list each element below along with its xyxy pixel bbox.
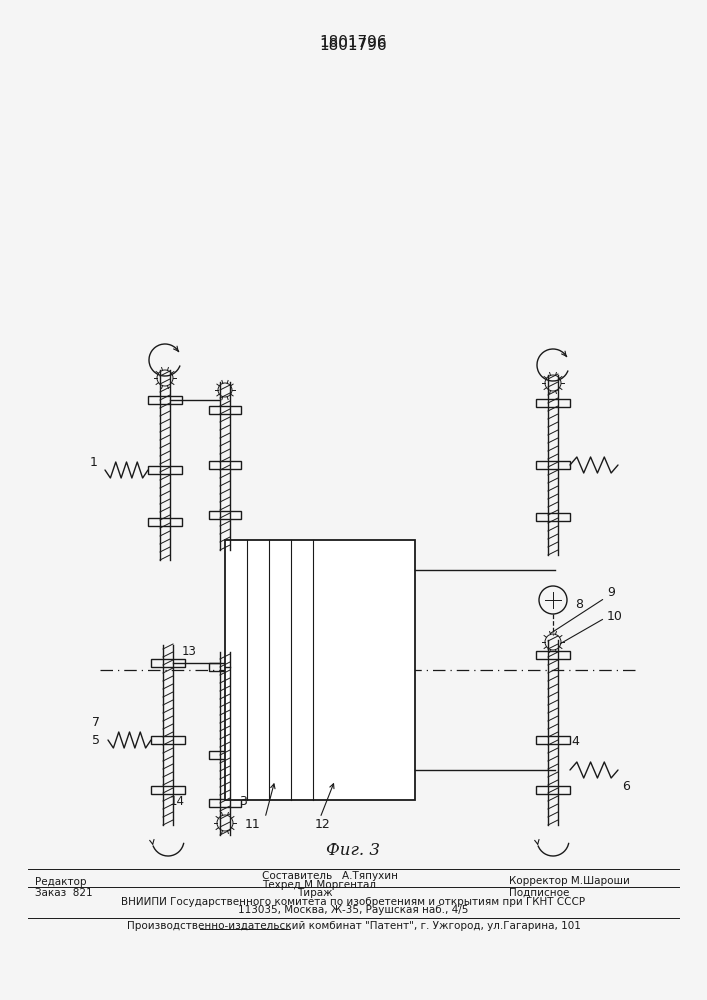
Text: 4: 4 — [571, 735, 579, 748]
Bar — [536, 651, 570, 659]
Bar — [209, 406, 241, 414]
Bar — [148, 466, 182, 474]
Bar — [536, 399, 570, 407]
Text: ВНИИПИ Государственного комитета по изобретениям и открытиям при ГКНТ СССР: ВНИИПИ Государственного комитета по изоб… — [122, 897, 585, 907]
Text: Подписное: Подписное — [509, 888, 569, 898]
Text: Составитель   А.Тяпухин: Составитель А.Тяпухин — [262, 871, 397, 881]
Text: Фиг. 3: Фиг. 3 — [326, 842, 380, 859]
Text: Редактор: Редактор — [35, 877, 87, 887]
Text: 1801796: 1801796 — [319, 38, 387, 53]
Text: 7: 7 — [92, 716, 100, 729]
Bar — [209, 663, 241, 671]
Text: Производственно-издательский комбинат "Патент", г. Ужгород, ул.Гагарина, 101: Производственно-издательский комбинат "П… — [127, 921, 580, 931]
Text: 9: 9 — [607, 586, 615, 599]
Bar — [536, 736, 570, 744]
Bar — [151, 736, 185, 744]
Bar — [225, 540, 415, 800]
Text: 1: 1 — [90, 456, 98, 469]
Text: Заказ  821: Заказ 821 — [35, 888, 93, 898]
Bar — [151, 659, 185, 667]
Bar — [536, 513, 570, 521]
Text: Техред М.Моргентал: Техред М.Моргентал — [262, 880, 375, 890]
Bar — [148, 396, 182, 404]
Text: 13: 13 — [182, 645, 197, 658]
Text: 5: 5 — [92, 734, 100, 747]
Text: 10: 10 — [607, 610, 623, 623]
Text: 6: 6 — [622, 780, 630, 793]
Bar — [209, 461, 241, 469]
Bar — [209, 799, 241, 807]
Bar — [536, 786, 570, 794]
Bar — [151, 786, 185, 794]
Bar — [536, 461, 570, 469]
Text: Тираж: Тираж — [297, 888, 332, 898]
Text: 11: 11 — [245, 818, 261, 831]
Text: 8: 8 — [575, 598, 583, 611]
Text: 3: 3 — [239, 795, 247, 808]
Text: Корректор М.Шароши: Корректор М.Шароши — [509, 876, 630, 886]
Bar — [148, 518, 182, 526]
Text: 113035, Москва, Ж-35, Раушская наб., 4/5: 113035, Москва, Ж-35, Раушская наб., 4/5 — [238, 905, 469, 915]
Text: 12: 12 — [315, 818, 331, 831]
Bar — [209, 511, 241, 519]
Bar — [209, 751, 241, 759]
Text: 14: 14 — [170, 795, 185, 808]
Text: 1801796: 1801796 — [319, 35, 387, 50]
